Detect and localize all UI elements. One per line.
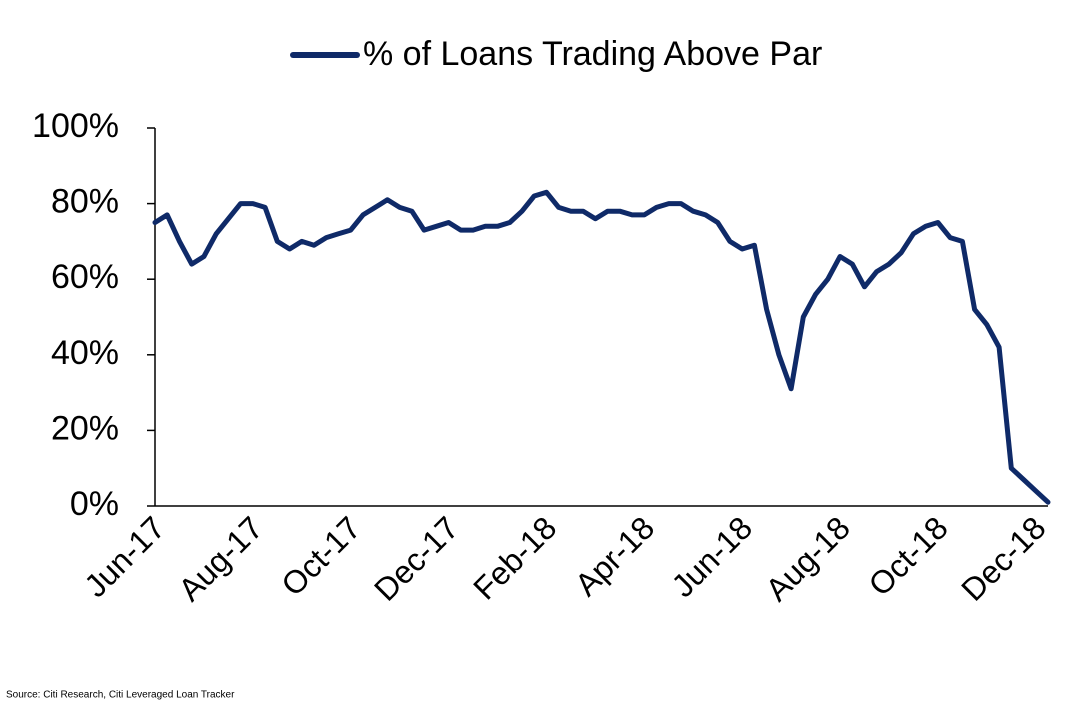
x-tick-label: Dec-18 [954,509,1052,607]
y-tick-label: 40% [51,334,119,372]
x-tick-label: Oct-18 [861,509,954,602]
x-tick-label: Jun-18 [664,509,759,604]
x-tick-label: Jun-17 [77,509,172,604]
x-tick-label: Apr-18 [568,509,661,602]
y-tick-label: 80% [51,183,119,221]
y-tick-label: 0% [70,485,119,523]
y-tick-label: 100% [32,107,119,145]
y-tick-label: 20% [51,409,119,447]
x-tick-label: Aug-18 [759,509,857,607]
x-tick-label: Aug-17 [171,509,269,607]
x-tick-label: Oct-17 [274,509,367,602]
x-tick-label: Dec-17 [367,509,465,607]
y-tick-label: 60% [51,258,119,296]
source-note: Source: Citi Research, Citi Leveraged Lo… [6,690,235,701]
data-line [152,189,1051,505]
x-tick-label: Feb-18 [466,509,563,606]
legend-label: % of Loans Trading Above Par [363,35,822,73]
